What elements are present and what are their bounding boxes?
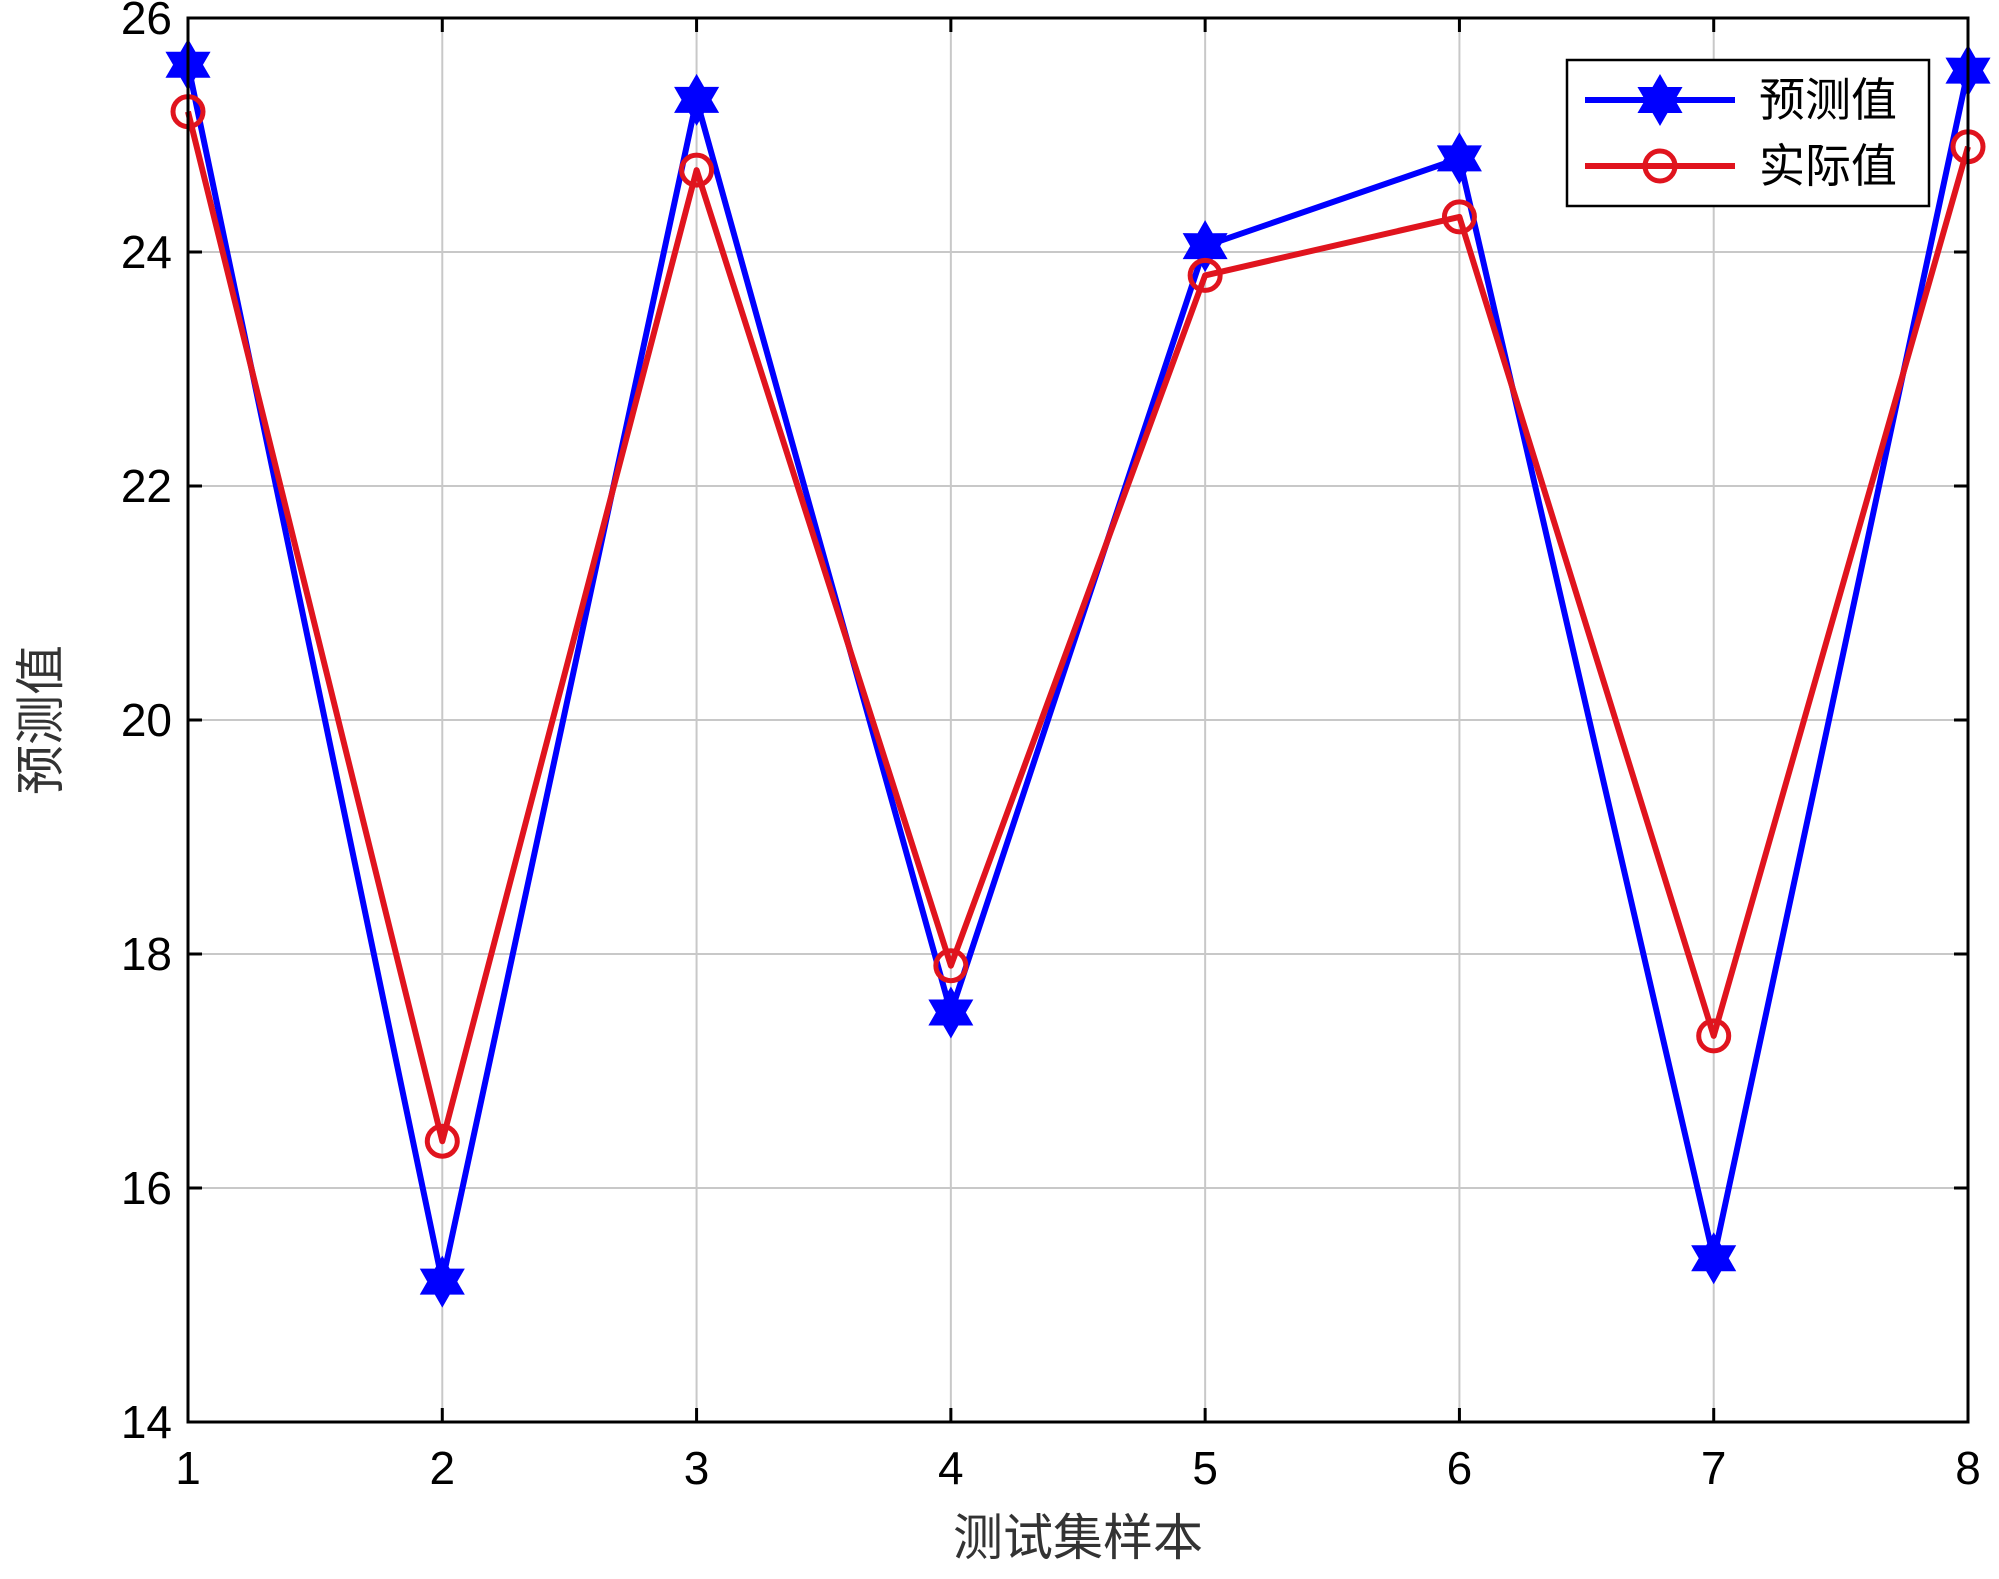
y-tick-label: 18 xyxy=(121,928,172,980)
x-tick-label: 2 xyxy=(429,1442,455,1494)
grid xyxy=(188,18,1968,1422)
y-tick-label: 22 xyxy=(121,460,172,512)
data-point-marker xyxy=(419,1255,465,1308)
x-tick-labels: 1 2 3 4 5 6 7 8 xyxy=(175,1442,1981,1494)
legend-label: 实际值 xyxy=(1759,139,1897,193)
series-line xyxy=(185,110,1971,1145)
data-point-marker xyxy=(1441,199,1477,235)
x-tick-label: 4 xyxy=(938,1442,964,1494)
x-tick-label: 8 xyxy=(1955,1442,1981,1494)
axes xyxy=(186,16,1970,1424)
y-tick-label: 14 xyxy=(121,1396,172,1448)
series-line xyxy=(185,64,1971,1285)
data-point-marker xyxy=(1696,1018,1732,1054)
data-point-marker xyxy=(1182,220,1228,273)
data-point-marker xyxy=(1187,257,1223,293)
x-tick-label: 3 xyxy=(684,1442,710,1494)
y-tick-labels: 14 16 18 20 22 24 26 xyxy=(121,0,172,1448)
data-point-marker xyxy=(933,948,969,984)
legend-box xyxy=(1565,58,1931,208)
legend-item: 实际值 xyxy=(1585,139,1897,193)
y-tick-label: 24 xyxy=(121,226,172,278)
series-2 xyxy=(170,94,1986,1159)
y-tick-label: 20 xyxy=(121,694,172,746)
legend-item: 预测值 xyxy=(1585,73,1897,127)
plot-series xyxy=(165,38,1991,1308)
series-1 xyxy=(165,38,1991,1308)
x-tick-label: 5 xyxy=(1192,1442,1218,1494)
x-tick-label: 7 xyxy=(1701,1442,1727,1494)
data-point-marker xyxy=(424,1123,460,1159)
x-tick-label: 6 xyxy=(1447,1442,1473,1494)
data-point-marker xyxy=(1637,73,1683,127)
x-axis-label: 测试集样本 xyxy=(953,1509,1203,1567)
data-point-marker xyxy=(1642,148,1678,184)
data-point-marker xyxy=(1436,132,1482,185)
y-tick-label: 26 xyxy=(121,0,172,44)
x-tick-label: 1 xyxy=(175,1442,201,1494)
legend-label: 预测值 xyxy=(1759,73,1897,127)
data-point-marker xyxy=(1691,1232,1737,1285)
data-point-marker xyxy=(679,152,715,188)
y-axis-label: 预测值 xyxy=(12,645,70,795)
data-point-marker xyxy=(674,73,720,126)
y-tick-label: 16 xyxy=(121,1162,172,1214)
data-point-marker xyxy=(928,986,974,1039)
